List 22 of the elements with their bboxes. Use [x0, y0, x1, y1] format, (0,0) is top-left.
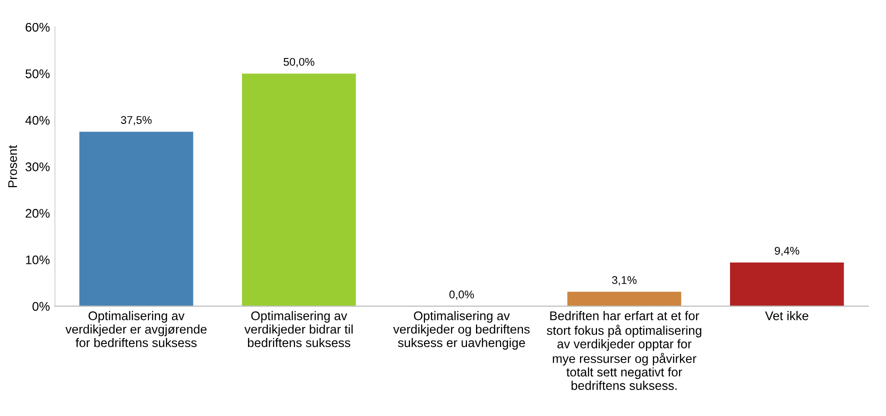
data-label: 3,1% [612, 276, 637, 286]
y-tick-label: 20% [26, 208, 50, 218]
bar [730, 262, 844, 306]
y-tick-label: 50% [26, 69, 50, 78]
bar [242, 74, 356, 306]
x-tick-label: Bedriften har erfart at et for stort fokus på optimalisering av verdikjeder opptar for mye ressurser og påvirker totalt sett negativt for bedriftens suksess. [546, 311, 702, 390]
bar [567, 292, 682, 306]
data-label: 9,4% [774, 246, 800, 256]
x-tick-label: Optimalisering av verdikjeder bidrar til bedriftens suksess [244, 311, 353, 348]
y-tick-label: 10% [26, 255, 50, 264]
data-label: 37,5% [120, 116, 152, 126]
y-tick-label: 30% [26, 162, 50, 172]
y-axis-title: Prosent [8, 145, 18, 188]
data-label: 50,0% [284, 58, 314, 68]
data-label: 0,0% [449, 290, 474, 300]
x-tick-label: Optimalisering av verdikjeder er avgjørende for bedriftens suksess [65, 311, 207, 348]
x-tick-label: Vet ikke [765, 311, 808, 320]
bar [79, 132, 194, 306]
y-tick-label: 60% [26, 22, 50, 32]
x-tick-label: Optimalisering av verdikjeder og bedriftens suksess er uavhengige [393, 311, 530, 350]
y-tick-label: 40% [25, 116, 50, 125]
y-tick-label: 0% [32, 302, 50, 311]
